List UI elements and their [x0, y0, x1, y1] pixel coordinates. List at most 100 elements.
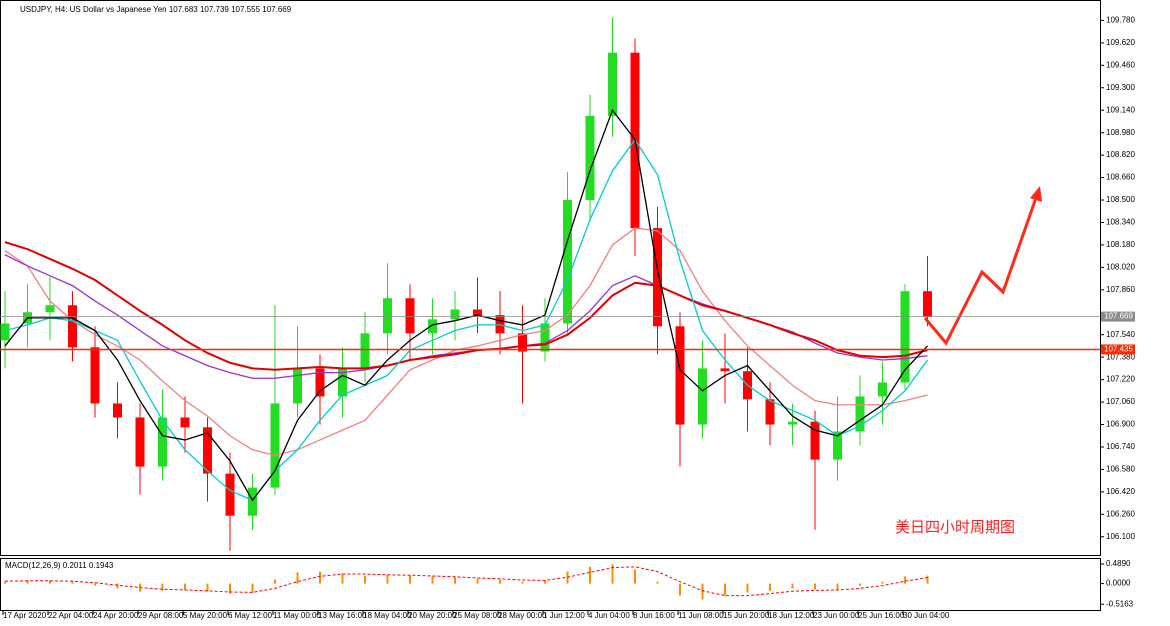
y-tick-label: 109.300	[1106, 83, 1135, 92]
x-tick-label: 22 Apr 04:00	[48, 611, 94, 620]
candle-body	[788, 421, 797, 425]
candle-body	[428, 319, 437, 334]
x-tick-label: 24 Apr 20:00	[93, 611, 139, 620]
candle-body	[518, 333, 527, 352]
y-tick-label: 107.380	[1106, 352, 1135, 361]
candle-body	[563, 200, 572, 324]
line	[4, 108, 928, 502]
price-label: 107.669	[1104, 312, 1133, 321]
macd-bar	[431, 576, 434, 584]
candle-body	[585, 115, 595, 201]
y-tick-label: 107.220	[1106, 375, 1135, 384]
candle-body	[45, 305, 55, 313]
y-tick-label: 107.060	[1106, 397, 1135, 406]
candle-body	[698, 368, 707, 425]
macd-bar	[319, 571, 321, 584]
macd-bar	[746, 583, 749, 593]
macd-bar	[611, 564, 614, 584]
candle-body	[473, 309, 482, 316]
macd-bar	[364, 575, 366, 584]
candle-body	[248, 487, 257, 516]
macd-bar	[274, 579, 276, 584]
line	[4, 241, 928, 371]
macd-bar	[656, 581, 659, 584]
x-tick-label: 25 May 08:00	[453, 611, 502, 620]
macd-bar	[296, 572, 299, 584]
candle-body	[720, 368, 730, 372]
y-tick-label: 109.620	[1106, 38, 1135, 47]
macd-bar	[116, 583, 119, 589]
y-tick-label: 108.980	[1106, 128, 1135, 137]
macd-title: MACD(12,26,9) 0.2011 0.1943	[5, 561, 114, 570]
x-tick-label: 28 May 00:00	[498, 611, 547, 620]
macd-bar	[589, 566, 591, 584]
plot-area	[0, 17, 932, 600]
y-tick-label: 108.660	[1106, 173, 1135, 182]
candle-body	[0, 323, 10, 341]
candle-body	[315, 368, 325, 397]
x-tick-label: 23 Jun 00:00	[813, 611, 860, 620]
macd-bar	[251, 583, 254, 593]
macd-bar	[836, 583, 839, 590]
y-tick-label: 109.460	[1106, 60, 1135, 69]
macd-bar	[454, 577, 456, 584]
y-tick-label: 106.100	[1106, 532, 1135, 541]
candle-body	[225, 473, 235, 516]
line	[4, 566, 928, 597]
macd-bar	[161, 583, 164, 591]
candle-body	[833, 431, 842, 460]
candle-body	[855, 396, 865, 432]
x-tick-label: 13 May 16:00	[318, 611, 367, 620]
candle-body	[900, 291, 910, 383]
chart-title: USDJPY, H4: US Dollar vs Japanese Yen 10…	[20, 5, 292, 14]
price-label-box	[1101, 344, 1135, 355]
candle-body	[113, 403, 122, 418]
candle-body	[270, 403, 280, 488]
macd-window	[0, 558, 1101, 611]
x-tick-label: 5 May 20:00	[183, 611, 228, 620]
x-tick-label: 6 May 12:00	[228, 611, 273, 620]
line	[4, 138, 929, 502]
macd-bar	[724, 583, 726, 596]
x-tick-label: 8 Jun 16:00	[633, 611, 675, 620]
candle-body	[383, 298, 392, 334]
candle-body	[495, 315, 505, 334]
macd-bar	[184, 583, 186, 590]
macd-bar	[544, 580, 546, 584]
macd-bar	[229, 583, 231, 594]
macd-bar	[679, 583, 681, 596]
y-tick-label: 106.740	[1106, 442, 1135, 451]
macd-bar	[521, 581, 524, 584]
red-arrow	[923, 186, 1042, 346]
line	[4, 227, 928, 457]
y-tick-label: 108.180	[1106, 240, 1135, 249]
x-tick-label: 11 Jun 08:00	[678, 611, 724, 620]
y-tick-label: 107.540	[1106, 330, 1135, 339]
macd-bar	[49, 580, 51, 584]
candle-body	[765, 399, 775, 425]
candle-body	[180, 417, 190, 428]
y-tick-label: 0.4890	[1106, 559, 1131, 568]
x-tick-label: 17 Apr 2020	[3, 611, 47, 620]
main-window	[0, 0, 1101, 556]
macd-bar	[769, 583, 771, 591]
macd-bar	[71, 581, 74, 584]
y-tick-label: -0.5163	[1106, 599, 1134, 608]
candle-body	[360, 333, 370, 369]
x-tick-label: 1 Jun 12:00	[543, 611, 585, 620]
candle-body	[405, 298, 415, 334]
y-tick-label: 106.900	[1106, 420, 1135, 429]
macd-bar	[926, 575, 929, 584]
candle-body	[338, 368, 347, 397]
y-tick-label: 107.860	[1106, 285, 1135, 294]
x-tick-label: 18 Jun 12:00	[768, 611, 815, 620]
x-tick-label: 11 May 00:00	[273, 611, 321, 620]
candle-body	[68, 305, 77, 348]
macd-bar	[386, 574, 389, 584]
candle-body	[608, 52, 617, 116]
y-tick-label: 108.500	[1106, 195, 1135, 204]
candle-body	[158, 417, 167, 467]
x-tick-label: 25 Jun 16:00	[858, 611, 905, 620]
y-tick-label: 106.420	[1106, 487, 1135, 496]
